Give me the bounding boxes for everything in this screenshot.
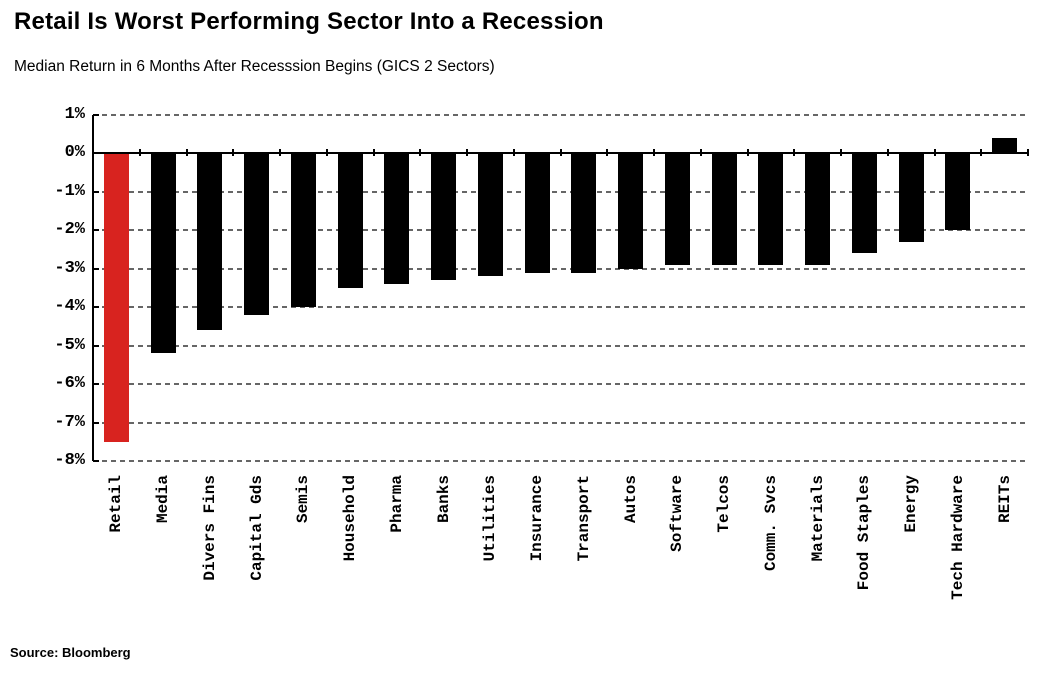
y-tick-mark: [93, 229, 99, 232]
gridline--3: [93, 267, 1028, 270]
bar-household: [337, 153, 363, 288]
bar-retail: [103, 153, 129, 442]
y-tick-label--2: -2%: [54, 220, 85, 240]
x-tick-mark: [138, 149, 141, 157]
bar-media: [150, 153, 176, 354]
y-tick-label-0: 0%: [64, 143, 85, 163]
plot-area: [92, 114, 1029, 462]
bar-telcos: [711, 153, 737, 265]
chart-title: Retail Is Worst Performing Sector Into a…: [14, 8, 604, 35]
y-tick-label-1: 1%: [64, 105, 85, 124]
gridline--2: [93, 229, 1028, 232]
bar-utilities: [477, 153, 503, 277]
gridline--7: [93, 421, 1028, 424]
gridline--5: [93, 344, 1028, 347]
y-tick-mark: [93, 306, 99, 309]
gridline--8: [93, 460, 1028, 462]
bar-food-staples: [851, 153, 877, 254]
y-tick-mark: [93, 421, 99, 424]
gridline-1: [93, 114, 1028, 116]
bar-energy: [898, 153, 924, 242]
x-axis-labels: Retail Media Divers Fins Capital Gds Semis Ho…: [93, 475, 1028, 620]
x-label-software: Software: [668, 475, 687, 552]
x-label-pharma: Pharma: [387, 475, 406, 533]
y-tick-label--5: -5%: [54, 335, 85, 355]
x-tick-mark: [793, 149, 796, 157]
y-tick-label--3: -3%: [54, 258, 85, 278]
bar-semis: [290, 153, 316, 308]
x-label-telcos: Telcos: [715, 475, 734, 533]
bar-pharma: [384, 153, 410, 285]
y-tick-label--8: -8%: [54, 451, 85, 470]
x-tick-mark: [980, 149, 983, 157]
x-label-banks: Banks: [434, 475, 453, 524]
y-tick-mark: [93, 344, 99, 347]
x-tick-mark: [699, 149, 702, 157]
x-tick-mark: [185, 149, 188, 157]
y-tick-label--4: -4%: [54, 297, 85, 317]
gridline--1: [93, 190, 1028, 193]
x-label-media: Media: [154, 475, 173, 524]
x-tick-mark: [559, 149, 562, 157]
x-tick-mark: [325, 149, 328, 157]
x-label-transport: Transport: [574, 475, 593, 562]
bar-autos: [618, 153, 644, 269]
x-label-food-staples: Food Staples: [855, 475, 874, 591]
bar-comm-svcs: [758, 153, 784, 265]
y-tick-label--1: -1%: [54, 181, 85, 201]
y-tick-mark: [93, 460, 99, 462]
x-tick-mark: [372, 149, 375, 157]
x-tick-mark: [606, 149, 609, 157]
x-tick-mark: [232, 149, 235, 157]
y-tick-mark: [93, 383, 99, 386]
x-label-materials: Materials: [808, 475, 827, 562]
y-tick-mark: [93, 152, 99, 155]
x-label-semis: Semis: [294, 475, 313, 524]
bar-banks: [431, 153, 457, 281]
x-label-household: Household: [341, 475, 360, 562]
bar-software: [664, 153, 690, 265]
y-tick-label--7: -7%: [54, 412, 85, 432]
x-tick-mark: [419, 149, 422, 157]
y-tick-label--6: -6%: [54, 374, 85, 394]
y-tick-mark: [93, 114, 99, 116]
x-label-tech-hardware: Tech Hardware: [948, 475, 967, 600]
bar-divers-fins: [197, 153, 223, 331]
x-tick-mark: [933, 149, 936, 157]
y-tick-mark: [93, 267, 99, 270]
x-tick-mark: [840, 149, 842, 157]
x-label-reits: REITs: [995, 475, 1014, 524]
x-label-insurance: Insurance: [528, 475, 547, 562]
x-label-autos: Autos: [621, 475, 640, 524]
x-label-divers-fins: Divers Fins: [200, 475, 219, 581]
gridline--4: [93, 306, 1028, 309]
x-tick-mark: [466, 149, 468, 157]
bar-tech-hardware: [945, 153, 971, 231]
chart-subtitle: Median Return in 6 Months After Recesssi…: [14, 58, 495, 75]
x-label-retail: Retail: [107, 475, 126, 533]
source-note: Source: Bloomberg: [10, 645, 131, 660]
y-axis-spine: [92, 115, 94, 461]
bar-materials: [805, 153, 831, 265]
y-tick-mark: [93, 190, 99, 193]
x-label-utilities: Utilities: [481, 475, 500, 562]
x-tick-mark: [653, 149, 655, 157]
x-tick-mark: [746, 149, 749, 157]
x-label-capital-gds: Capital Gds: [247, 475, 266, 581]
gridline--6: [93, 383, 1028, 386]
bar-reits: [992, 138, 1018, 154]
bar-capital-gds: [244, 153, 270, 315]
bar-insurance: [524, 153, 550, 273]
x-tick-mark: [512, 149, 515, 157]
bar-transport: [571, 153, 597, 273]
x-tick-mark: [886, 149, 889, 157]
x-label-energy: Energy: [902, 475, 921, 533]
x-label-comm-svcs: Comm. Svcs: [761, 475, 780, 572]
x-tick-mark: [1027, 149, 1029, 157]
y-axis-labels: 1% 0% -1% -2% -3% -4% -5% -6% -7% -8%: [0, 105, 85, 470]
x-tick-mark: [279, 149, 281, 157]
